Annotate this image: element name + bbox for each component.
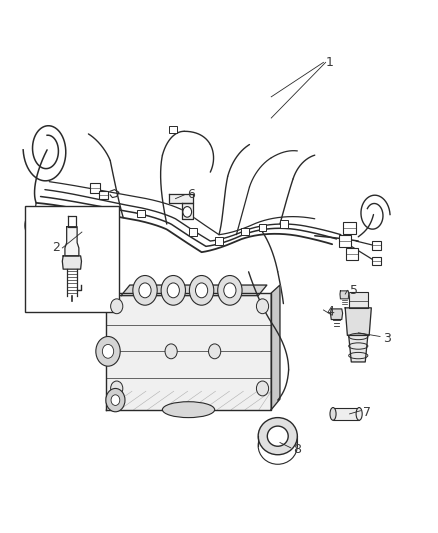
Text: 7: 7 — [363, 406, 371, 419]
Polygon shape — [345, 308, 371, 335]
Polygon shape — [106, 293, 271, 410]
Bar — [372, 257, 381, 265]
Bar — [372, 240, 381, 250]
Circle shape — [256, 299, 268, 314]
Bar — [343, 222, 356, 234]
Circle shape — [139, 283, 151, 298]
Bar — [339, 235, 351, 247]
Ellipse shape — [267, 426, 288, 446]
Circle shape — [189, 276, 214, 305]
Polygon shape — [65, 227, 79, 256]
Bar — [241, 228, 249, 235]
Circle shape — [195, 283, 208, 298]
Bar — [99, 191, 108, 199]
Bar — [280, 220, 288, 228]
Bar — [258, 223, 266, 231]
Text: 4: 4 — [326, 305, 334, 318]
Polygon shape — [340, 291, 349, 299]
Circle shape — [161, 276, 185, 305]
Text: 6: 6 — [187, 189, 194, 201]
Circle shape — [111, 381, 123, 396]
Bar — [170, 126, 177, 133]
Circle shape — [224, 283, 236, 298]
Circle shape — [218, 276, 242, 305]
Polygon shape — [349, 335, 368, 362]
Bar — [349, 292, 368, 308]
Ellipse shape — [258, 418, 297, 455]
Polygon shape — [271, 285, 280, 410]
Text: 5: 5 — [350, 284, 358, 297]
Circle shape — [106, 389, 125, 412]
Ellipse shape — [356, 408, 362, 420]
Polygon shape — [330, 309, 343, 319]
Bar — [25, 206, 119, 312]
Bar — [215, 237, 223, 245]
Circle shape — [96, 336, 120, 366]
Text: 2: 2 — [52, 241, 60, 254]
Circle shape — [167, 283, 180, 298]
Bar — [346, 248, 358, 260]
Bar — [137, 210, 145, 217]
Bar — [189, 228, 197, 236]
Circle shape — [183, 207, 191, 217]
Polygon shape — [182, 203, 193, 219]
Ellipse shape — [330, 408, 336, 420]
Circle shape — [133, 276, 157, 305]
Circle shape — [111, 299, 123, 314]
Bar — [90, 183, 100, 193]
Circle shape — [208, 344, 221, 359]
Polygon shape — [121, 285, 267, 296]
Circle shape — [165, 344, 177, 359]
Ellipse shape — [162, 402, 215, 418]
Circle shape — [111, 395, 120, 406]
Text: 8: 8 — [293, 443, 301, 456]
Polygon shape — [62, 256, 81, 269]
Circle shape — [256, 381, 268, 396]
Text: 1: 1 — [326, 56, 334, 69]
Text: 3: 3 — [383, 332, 391, 344]
Polygon shape — [169, 194, 193, 203]
Bar — [333, 408, 359, 420]
Circle shape — [102, 344, 114, 358]
